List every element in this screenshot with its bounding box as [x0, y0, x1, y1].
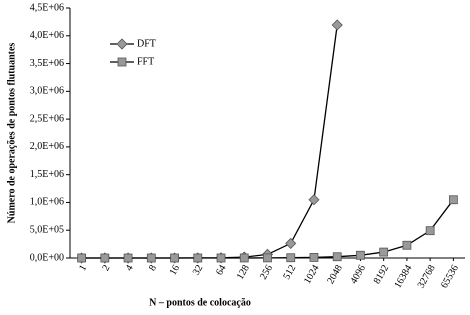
point	[331, 19, 343, 31]
y-tick-label: 4,5E+06	[30, 2, 64, 13]
legend-label: FFT	[137, 56, 154, 67]
point	[286, 253, 296, 263]
x-tick-label: 4096	[349, 263, 369, 286]
y-tick-label: 1,0E+06	[30, 197, 64, 208]
point	[123, 253, 133, 263]
x-axis-title: N – pontos de colocação	[149, 297, 251, 308]
x-tick-label: 32768	[416, 263, 438, 290]
y-tick-label: 2,0E+06	[30, 141, 64, 152]
y-tick-label: 3,0E+06	[30, 86, 64, 97]
x-tick-label: 16	[168, 263, 183, 277]
y-tick-label: 5,0E+05	[30, 225, 64, 236]
point	[308, 194, 320, 206]
point	[402, 240, 412, 250]
point	[263, 253, 272, 263]
point	[425, 226, 435, 236]
x-tick-label: 2	[100, 263, 112, 273]
point	[239, 253, 249, 263]
point	[285, 237, 297, 250]
legend-marker	[117, 57, 127, 67]
x-tick-label: 4	[124, 263, 136, 273]
point	[193, 253, 203, 263]
legend-label: DFT	[137, 38, 156, 49]
y-tick-label: 0,0E+00	[30, 252, 64, 263]
y-tick-label: 2,5E+06	[30, 113, 64, 124]
x-tick-label: 1	[77, 263, 89, 273]
y-tick-label: 1,5E+06	[30, 169, 64, 180]
point	[170, 253, 179, 263]
point	[356, 250, 365, 260]
point	[309, 253, 319, 262]
x-tick-label: 2048	[325, 263, 345, 286]
x-tick-label: 16384	[392, 263, 414, 290]
x-tick-label: 8192	[372, 263, 392, 286]
point	[100, 253, 110, 263]
point	[146, 253, 156, 263]
x-tick-label: 256	[258, 263, 275, 281]
x-tick-label: 64	[214, 263, 229, 277]
x-tick-label: 1024	[302, 263, 322, 286]
point	[77, 253, 87, 263]
point	[448, 195, 458, 205]
x-tick-label: 512	[281, 263, 298, 281]
x-tick-label: 8	[147, 263, 159, 273]
point	[216, 253, 226, 263]
y-tick-label: 4,0E+06	[30, 30, 64, 41]
x-tick-label: 32	[191, 263, 206, 277]
y-tick-label: 3,5E+06	[30, 58, 64, 69]
x-tick-label: 65536	[439, 263, 461, 290]
point	[332, 252, 342, 262]
x-tick-label: 128	[235, 263, 252, 281]
y-axis-title: Número de operações de pontos flutuantes	[6, 43, 17, 224]
legend-marker	[116, 38, 128, 50]
point	[379, 247, 389, 257]
